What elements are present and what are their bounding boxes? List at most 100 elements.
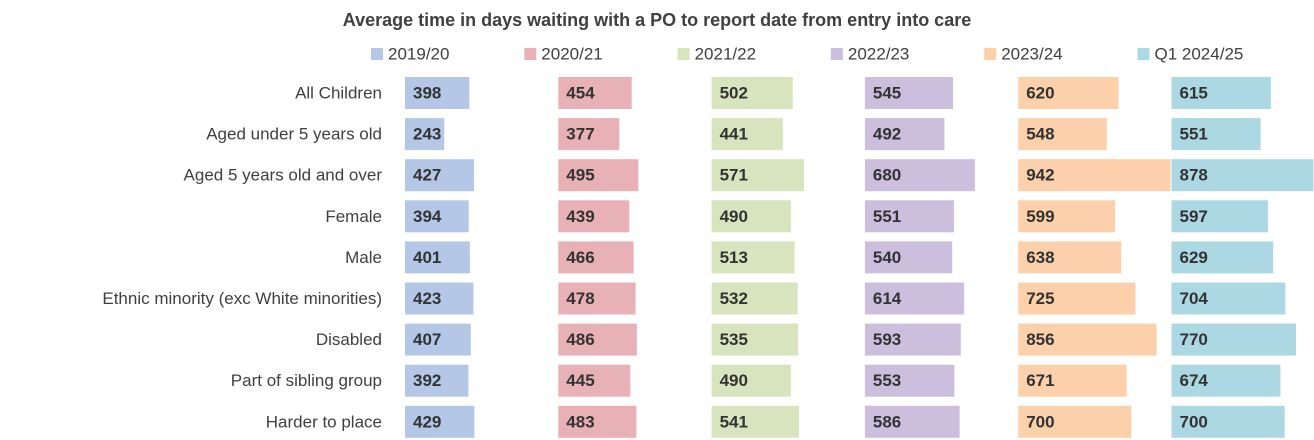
value-label: 401 [413,248,441,267]
value-label: 423 [413,289,441,308]
legend-label: 2020/21 [541,44,602,63]
value-label: 615 [1180,83,1208,102]
category-label: Part of sibling group [231,371,382,390]
value-label: 586 [873,412,901,431]
bar [405,118,445,151]
category-label: Ethnic minority (exc White minorities) [102,289,382,308]
value-label: 551 [1180,125,1208,144]
bar [1018,159,1171,192]
value-label: 466 [566,248,594,267]
bar [864,323,961,356]
legend-label: 2021/22 [695,44,756,63]
value-label: 454 [566,83,595,102]
category-label: Female [325,207,382,226]
bar [711,77,793,109]
bar [711,405,800,438]
value-label: 483 [566,412,594,431]
value-label: 700 [1180,412,1208,431]
bar [711,200,791,233]
legend-swatch [371,48,383,60]
category-label: All Children [295,83,382,102]
legend-label: 2022/23 [848,44,909,63]
category-label: Disabled [316,330,382,349]
bar [1018,118,1107,151]
bar [1018,323,1157,356]
bar [405,200,469,233]
bar [558,159,639,192]
bar [558,77,632,109]
value-label: 535 [720,330,748,349]
value-label: 513 [720,248,748,267]
value-label: 429 [413,412,441,431]
bar [558,200,630,233]
legend-swatch [677,48,690,60]
category-label: Harder to place [266,412,382,431]
bar [864,364,955,397]
bar [711,118,783,151]
legend-label: 2023/24 [1001,44,1062,63]
bar [405,405,475,438]
value-label: 502 [720,83,748,102]
bar [864,200,954,233]
bar [711,159,804,192]
bar [1018,282,1136,315]
value-label: 490 [720,371,748,390]
bar [864,77,954,109]
bar [405,159,475,192]
bar [1171,364,1281,397]
category-label: Aged 5 years old and over [184,166,383,185]
value-label: 597 [1180,207,1208,226]
bar [405,364,469,397]
value-label: 614 [873,289,902,308]
value-label: 486 [566,330,594,349]
value-label: 407 [413,330,441,349]
category-label: Male [345,248,382,267]
value-label: 478 [566,289,594,308]
legend-label: 2019/20 [388,44,449,63]
category-label: Aged under 5 years old [206,125,382,144]
bar [1171,118,1261,151]
value-label: 856 [1026,330,1054,349]
value-label: 541 [720,412,748,431]
value-label: 638 [1026,248,1054,267]
value-label: 599 [1026,207,1054,226]
bar [558,323,637,356]
bar [711,241,795,274]
value-label: 571 [720,166,748,185]
value-label: 392 [413,371,441,390]
bar [1171,323,1296,356]
bar [864,118,945,151]
bar [711,364,791,397]
value-label: 532 [720,289,748,308]
bar [1171,282,1286,315]
bar [1018,241,1122,274]
bar [864,159,975,192]
value-label: 439 [566,207,594,226]
value-label: 671 [1026,371,1054,390]
value-label: 540 [873,248,901,267]
bar [711,282,798,315]
value-label: 620 [1026,83,1054,102]
bar [864,241,953,274]
bar [864,405,960,438]
legend-label: Q1 2024/25 [1155,44,1244,63]
value-label: 394 [413,207,442,226]
value-label: 680 [873,166,901,185]
bar [558,405,637,438]
bar [1171,200,1269,233]
value-label: 545 [873,83,901,102]
value-label: 770 [1180,330,1208,349]
value-label: 725 [1026,289,1054,308]
value-label: 427 [413,166,441,185]
legend-swatch [984,48,997,60]
value-label: 492 [873,125,901,144]
bar [405,282,474,315]
bar [558,118,620,151]
value-label: 593 [873,330,901,349]
bar [1018,200,1116,233]
legend-swatch [524,48,537,60]
value-label: 878 [1180,166,1208,185]
legend-swatch [830,48,843,60]
bar [558,282,636,315]
